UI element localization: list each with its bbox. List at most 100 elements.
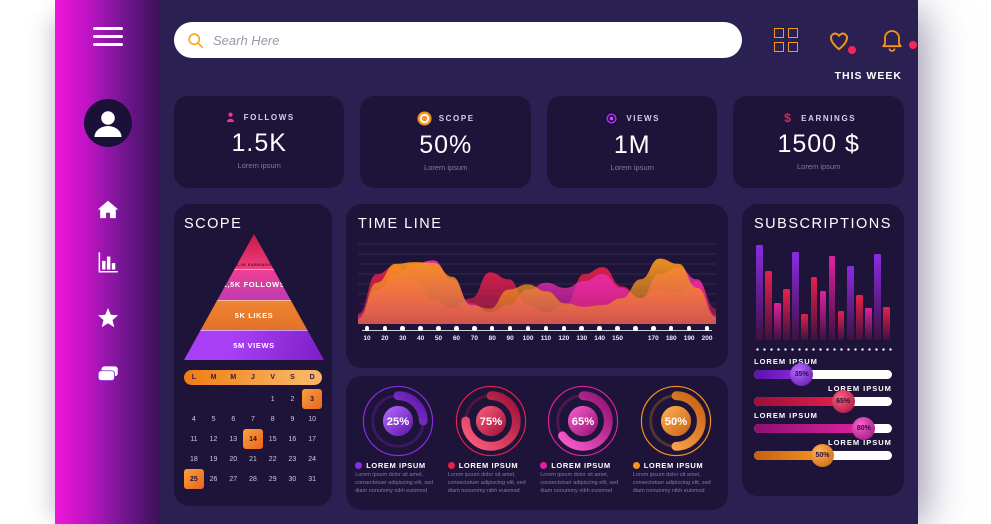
stat-header: SCOPE [360, 111, 530, 126]
stat-caption: Lorem ipsum [797, 162, 841, 171]
calendar-day[interactable]: 4 [191, 415, 196, 423]
calendar-day[interactable]: 31 [308, 475, 317, 483]
calendar-day[interactable]: 17 [308, 435, 317, 443]
slider-fill [754, 451, 823, 460]
target-icon [417, 111, 432, 126]
calendar-day[interactable]: 20 [229, 455, 238, 463]
axis-tick-label: 20 [381, 334, 389, 342]
calendar-day[interactable]: 28 [249, 475, 257, 483]
slider-knob[interactable]: 65% [831, 390, 855, 413]
star-icon[interactable] [95, 305, 121, 331]
calendar-day[interactable]: 7 [251, 415, 255, 423]
calendar-day[interactable]: 14 [243, 429, 263, 449]
calendar-day[interactable]: 24 [308, 455, 317, 463]
bar-chart-icon[interactable] [95, 249, 121, 275]
calendar-day[interactable]: 15 [268, 435, 277, 443]
axis-tick-label: 90 [506, 334, 514, 342]
content-row: SCOPE 1,5K EARNINGS 1,5K FOLLOWS 5K LIKE… [174, 204, 904, 510]
calendar-day[interactable]: 27 [229, 475, 238, 483]
calendar-day-header: M [210, 374, 217, 381]
calendar-day-header: M [230, 374, 237, 381]
calendar-day[interactable]: 19 [209, 455, 218, 463]
calendar-day[interactable]: 10 [308, 415, 317, 423]
subscriptions-sliders: LOREM IPSUM 35% LOREM IPSUM 65% LOREM IP… [754, 357, 892, 467]
slider-knob[interactable]: 80% [852, 417, 876, 440]
calendar-day[interactable]: 18 [189, 455, 198, 463]
calendar-day[interactable]: 30 [288, 475, 297, 483]
axis-tick-label: 120 [558, 334, 570, 342]
slider-track[interactable]: 35% [754, 363, 892, 386]
calendar-day[interactable]: 2 [290, 395, 295, 403]
scope-panel: SCOPE 1,5K EARNINGS 1,5K FOLLOWS 5K LIKE… [174, 204, 332, 506]
donut-text: LOREM IPSUM Lorem ipsum dolor sit amet, … [355, 461, 441, 496]
stat-label: VIEWS [626, 114, 661, 123]
search-bar[interactable] [174, 22, 742, 58]
apps-grid-icon[interactable] [774, 28, 798, 52]
calendar-day[interactable]: 16 [288, 435, 297, 443]
home-icon[interactable] [95, 197, 121, 223]
svg-text:25%: 25% [387, 416, 409, 428]
slider-track[interactable]: 80% [754, 417, 892, 440]
middle-column: TIME LINE 10 20 30 40 50 60 70 8 [346, 204, 728, 510]
slider-track[interactable]: 65% [754, 390, 892, 413]
donut-title: LOREM IPSUM [458, 461, 519, 470]
calendar-day[interactable]: 22 [268, 455, 277, 463]
axis-tick: 110 [537, 326, 555, 342]
calendar-day[interactable]: 5 [211, 415, 216, 423]
subscription-bar [765, 271, 772, 340]
menu-icon[interactable] [92, 22, 123, 51]
calendar-day[interactable]: 23 [288, 455, 297, 463]
slider-fill [754, 397, 844, 406]
user-avatar[interactable] [83, 98, 132, 147]
axis-dot [651, 326, 656, 331]
calendar-day [243, 389, 263, 409]
slider-knob[interactable]: 50% [810, 444, 834, 467]
calendar-day[interactable]: 21 [249, 455, 257, 463]
calendar-day[interactable]: 9 [290, 415, 295, 423]
main-area: THIS WEEK FOLLOWS 1.5K Lorem ipsum SCOPE… [160, 0, 918, 524]
axis-dot [489, 326, 495, 331]
calendar-day[interactable]: 25 [184, 469, 204, 489]
timeline-title: TIME LINE [358, 216, 443, 232]
subscription-bar [837, 310, 845, 340]
svg-text:$: $ [784, 111, 791, 125]
bullet-dot [355, 462, 363, 469]
axis-tick-label: 50 [434, 334, 443, 342]
axis-dot [364, 326, 370, 331]
heart-notification-dot [847, 46, 856, 54]
slider-track[interactable]: 50% [754, 444, 892, 467]
files-icon[interactable] [95, 361, 121, 387]
slider-label: LOREM IPSUM [828, 384, 892, 393]
donut-chart: 50% [639, 384, 713, 458]
notifications-bell-icon[interactable] [880, 27, 917, 53]
slider-knob[interactable]: 35% [790, 363, 814, 386]
calendar-day[interactable]: 11 [190, 435, 198, 443]
donut-title: LOREM IPSUM [551, 461, 611, 470]
donut-chart: 75% [454, 384, 528, 458]
subscription-bar [756, 244, 763, 340]
calendar-day[interactable]: 13 [229, 435, 238, 443]
stat-label: SCOPE [438, 114, 475, 123]
axis-dot [472, 326, 477, 331]
slider-label: LOREM IPSUM [754, 411, 818, 420]
calendar-day[interactable]: 6 [231, 415, 236, 423]
calendar-day[interactable]: 29 [268, 475, 277, 483]
axis-tick: 120 [555, 326, 573, 342]
axis-tick: 80 [483, 326, 501, 342]
calendar-grid: 1 2 3 4 5 6 7 8 9 10 11 12 13 14 15 16 17 18 19 20 21 22 23 24 2… [184, 389, 322, 489]
topbar-icons [774, 27, 917, 54]
subscription-bar [846, 265, 854, 340]
donut-text: LOREM IPSUM Lorem ipsum dolor sit amet, … [540, 461, 626, 496]
calendar-day[interactable]: 1 [270, 395, 275, 403]
search-input[interactable] [213, 32, 729, 48]
stat-card-views: VIEWS 1M Lorem ipsum [546, 96, 718, 188]
calendar-day[interactable]: 8 [270, 415, 275, 423]
favorites-heart-icon[interactable] [826, 28, 856, 54]
axis-dot [561, 326, 567, 331]
calendar-day[interactable]: 26 [209, 475, 218, 483]
donut-panel: 25% LOREM IPSUM Lorem ipsum dolor sit am… [346, 376, 728, 510]
calendar-day[interactable]: 12 [209, 435, 218, 443]
calendar-day[interactable]: 3 [302, 389, 322, 409]
